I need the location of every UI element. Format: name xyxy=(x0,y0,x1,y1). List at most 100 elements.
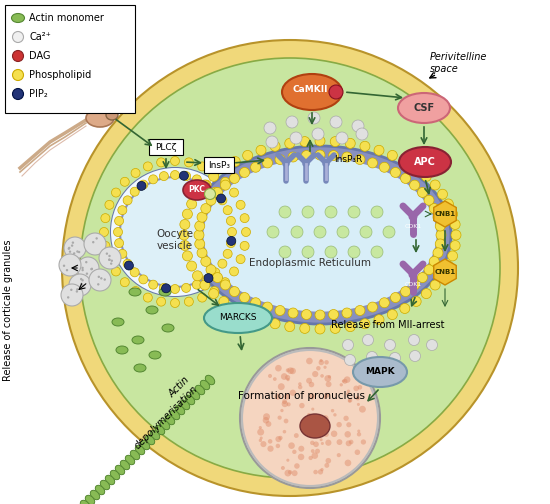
Circle shape xyxy=(108,259,111,261)
Circle shape xyxy=(311,449,315,453)
Circle shape xyxy=(72,241,74,244)
Text: PLCζ: PLCζ xyxy=(155,144,177,153)
Circle shape xyxy=(71,244,73,247)
Circle shape xyxy=(120,177,230,287)
Circle shape xyxy=(409,335,420,346)
Circle shape xyxy=(180,240,190,250)
Circle shape xyxy=(301,309,311,320)
Circle shape xyxy=(325,246,337,258)
Circle shape xyxy=(270,141,280,151)
Circle shape xyxy=(309,415,315,421)
Text: PKC: PKC xyxy=(189,185,206,195)
Circle shape xyxy=(170,298,179,307)
Ellipse shape xyxy=(200,381,210,390)
Circle shape xyxy=(108,255,111,257)
Circle shape xyxy=(367,158,377,168)
Circle shape xyxy=(435,239,446,249)
Circle shape xyxy=(228,227,236,236)
Circle shape xyxy=(321,442,324,445)
Circle shape xyxy=(227,238,235,247)
Circle shape xyxy=(310,440,315,445)
Text: MAPK: MAPK xyxy=(365,367,395,376)
Circle shape xyxy=(317,432,321,436)
Circle shape xyxy=(411,163,421,173)
Circle shape xyxy=(328,151,339,160)
Text: CDK1: CDK1 xyxy=(404,223,422,228)
Circle shape xyxy=(311,408,315,411)
Circle shape xyxy=(320,468,323,471)
Circle shape xyxy=(62,40,518,496)
Circle shape xyxy=(106,253,108,255)
Circle shape xyxy=(105,255,114,264)
Circle shape xyxy=(81,279,84,281)
Circle shape xyxy=(80,283,83,285)
Circle shape xyxy=(218,196,227,205)
Circle shape xyxy=(130,268,139,277)
Circle shape xyxy=(131,287,140,295)
Circle shape xyxy=(186,261,197,271)
Circle shape xyxy=(302,206,314,218)
Circle shape xyxy=(279,206,291,218)
Circle shape xyxy=(61,284,83,306)
Circle shape xyxy=(282,399,287,404)
Circle shape xyxy=(240,241,249,250)
Circle shape xyxy=(162,284,170,293)
Circle shape xyxy=(200,180,210,190)
Circle shape xyxy=(356,128,368,140)
Circle shape xyxy=(63,265,65,267)
Circle shape xyxy=(101,241,110,250)
Circle shape xyxy=(323,396,327,399)
Circle shape xyxy=(236,255,245,264)
Text: DAG: DAG xyxy=(29,51,51,61)
Circle shape xyxy=(357,432,361,436)
Ellipse shape xyxy=(180,400,190,410)
Circle shape xyxy=(281,373,288,380)
Circle shape xyxy=(76,250,79,253)
Circle shape xyxy=(210,287,219,295)
Circle shape xyxy=(276,436,282,442)
Ellipse shape xyxy=(399,147,451,177)
Circle shape xyxy=(292,470,298,476)
Circle shape xyxy=(13,89,24,99)
Circle shape xyxy=(123,259,132,268)
Circle shape xyxy=(251,162,261,172)
Circle shape xyxy=(204,274,213,283)
Circle shape xyxy=(315,136,325,146)
Circle shape xyxy=(112,267,120,276)
Circle shape xyxy=(260,436,263,439)
Circle shape xyxy=(302,246,314,258)
Circle shape xyxy=(170,157,179,165)
Circle shape xyxy=(429,257,439,267)
Circle shape xyxy=(100,227,108,236)
Circle shape xyxy=(299,403,305,408)
Circle shape xyxy=(124,261,134,270)
Circle shape xyxy=(344,354,355,365)
Circle shape xyxy=(111,260,113,262)
Circle shape xyxy=(100,277,102,280)
Circle shape xyxy=(288,152,298,162)
Circle shape xyxy=(450,219,460,229)
Circle shape xyxy=(283,430,286,433)
Circle shape xyxy=(221,180,230,190)
Circle shape xyxy=(358,385,362,390)
Circle shape xyxy=(97,276,100,278)
Circle shape xyxy=(340,383,343,387)
Circle shape xyxy=(110,263,112,265)
Ellipse shape xyxy=(132,336,144,344)
Circle shape xyxy=(182,171,191,180)
Circle shape xyxy=(59,254,81,276)
Circle shape xyxy=(183,209,192,219)
Circle shape xyxy=(312,371,318,377)
Ellipse shape xyxy=(85,495,95,504)
Circle shape xyxy=(322,415,328,422)
Ellipse shape xyxy=(159,288,171,296)
Circle shape xyxy=(324,393,329,398)
Circle shape xyxy=(221,278,230,287)
Circle shape xyxy=(84,233,106,255)
Circle shape xyxy=(389,352,400,363)
Circle shape xyxy=(433,248,443,258)
Circle shape xyxy=(421,289,431,298)
Ellipse shape xyxy=(106,110,118,120)
Text: CaMKII: CaMKII xyxy=(292,86,328,95)
Circle shape xyxy=(410,280,420,290)
